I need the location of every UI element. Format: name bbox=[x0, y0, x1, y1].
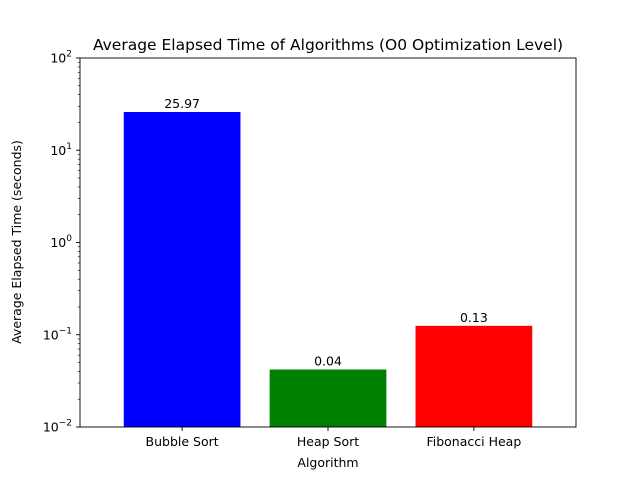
y-tick-label-2: 100 bbox=[50, 234, 72, 250]
plot-area: 25.97 Bubble Sort 0.04 Heap Sort 0.13 Fibonac… bbox=[43, 50, 577, 449]
bar-2 bbox=[415, 325, 533, 427]
data-label-2: 0.13 bbox=[460, 310, 488, 325]
data-label-1: 0.04 bbox=[314, 354, 342, 369]
x-axis-label: Algorithm bbox=[297, 455, 358, 470]
plot-frame bbox=[79, 57, 577, 428]
chart-title: Average Elapsed Time of Algorithms (O0 O… bbox=[93, 36, 563, 54]
y-tick-label-1: 10−1 bbox=[43, 326, 72, 342]
x-tick-label-1: Heap Sort bbox=[297, 434, 359, 449]
x-tick-label-0: Bubble Sort bbox=[146, 434, 219, 449]
y-tick-label-4: 102 bbox=[50, 50, 72, 66]
x-tick-label-2: Fibonacci Heap bbox=[426, 434, 521, 449]
y-tick-label-3: 101 bbox=[50, 142, 72, 158]
bar-0 bbox=[123, 112, 241, 427]
y-axis-label: Average Elapsed Time (seconds) bbox=[9, 140, 24, 344]
data-label-0: 25.97 bbox=[164, 96, 200, 111]
y-tick-label-0: 10−2 bbox=[43, 419, 72, 435]
bar-1 bbox=[269, 369, 387, 427]
